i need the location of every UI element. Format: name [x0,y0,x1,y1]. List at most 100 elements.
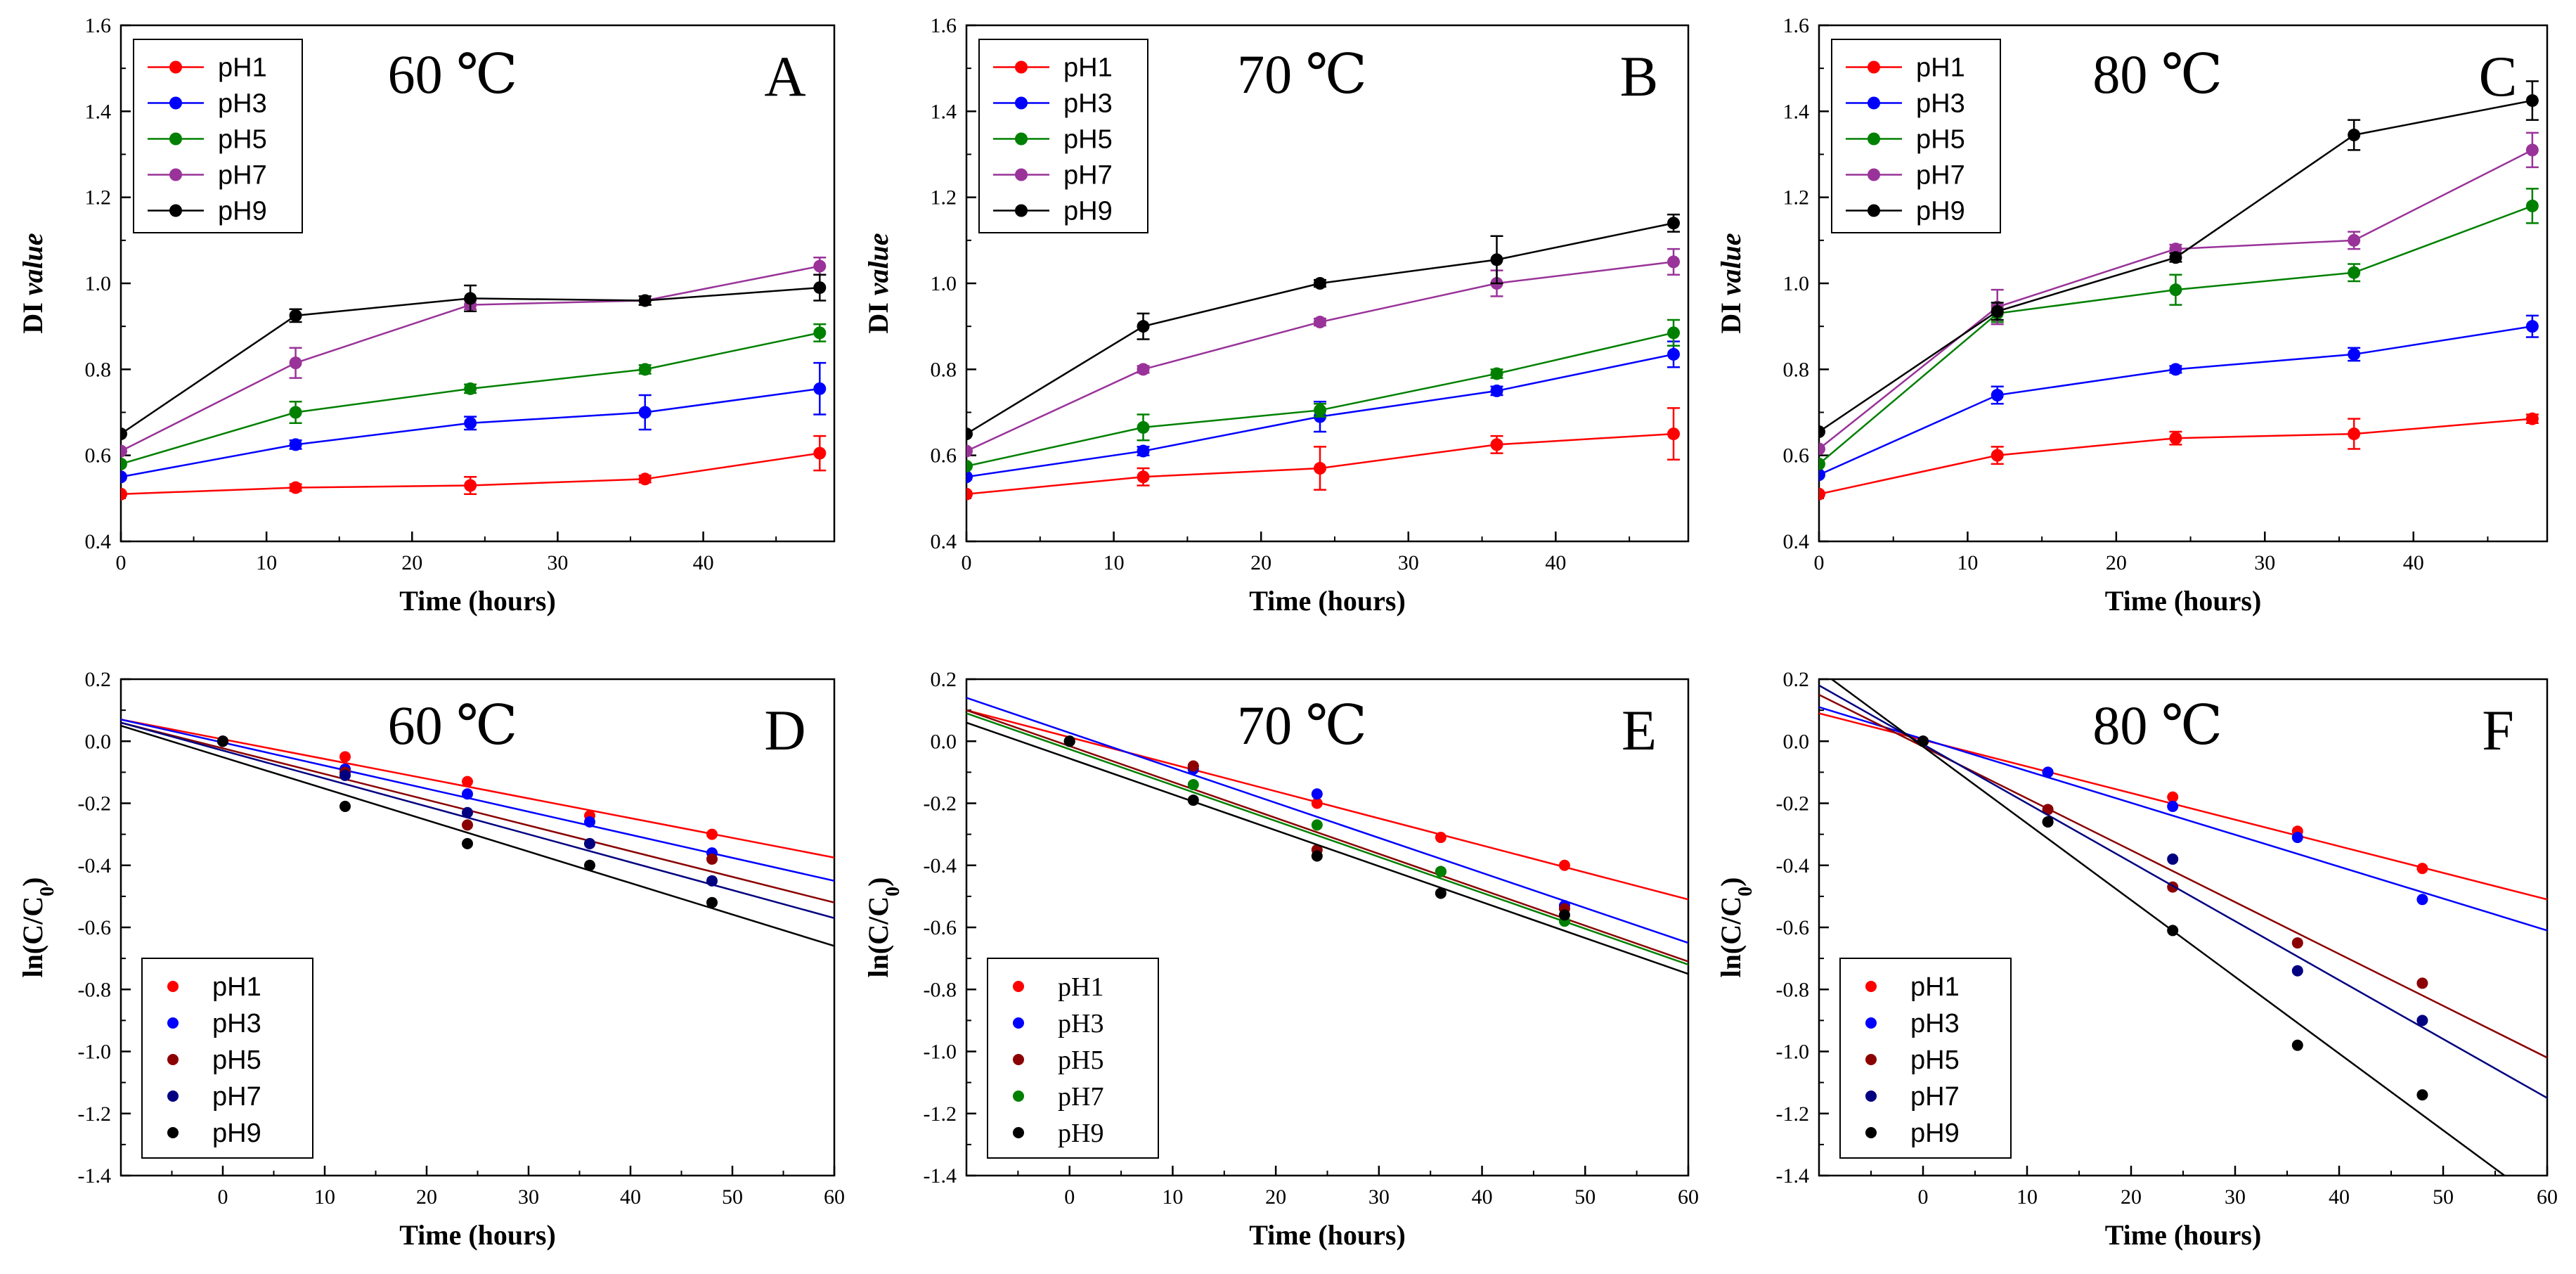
x-tick-label: 40 [1545,551,1566,574]
legend-label-ph3: pH3 [212,1009,261,1038]
legend-marker-ph3 [167,1017,179,1029]
legend-marker-ph3 [1865,1017,1877,1029]
data-point-ph5 [464,382,477,395]
y-tick-label: 0.0 [1783,730,1810,753]
y-tick-label: 1.6 [1783,14,1810,37]
x-tick-label: 30 [547,551,568,574]
legend-label-ph3: pH3 [1063,89,1113,119]
x-tick-label: 0 [116,551,127,574]
x-tick-label: 40 [620,1185,641,1209]
data-point-ph1 [339,751,351,763]
panel-letter: B [1620,44,1659,108]
x-tick-label: 20 [1265,1185,1286,1209]
data-point-ph9 [1558,909,1570,921]
legend-label-ph7: pH7 [218,161,267,191]
data-point-ph1 [2416,863,2428,875]
data-point-ph5 [1187,760,1199,772]
data-point-ph1 [1991,449,2004,462]
data-point-ph5 [2348,266,2361,279]
chart-panel-d: -1.4 -1.2 -1.0 -0.8 -0.6 -0.4 -0.2 0.0 0.2 0 10 20 3… [17,668,845,1251]
y-tick-label: 1.6 [85,14,112,37]
legend-marker-ph3 [1868,96,1880,110]
data-point-ph5 [1819,457,1825,470]
data-point-ph7 [2416,1015,2428,1027]
y-tick-label: 0.8 [85,358,112,381]
data-point-ph3 [1667,347,1681,361]
data-point-ph3 [1490,384,1503,397]
y-tick-label: -1.2 [1776,1102,1810,1126]
plot-area [121,719,834,947]
y-tick-label: 1.2 [931,186,957,210]
legend-marker-ph1 [169,60,182,74]
legend-box [1831,39,2001,233]
data-point-ph5 [289,406,302,419]
x-tick-label: 20 [401,551,422,574]
y-tick-label: 0.4 [1783,530,1810,553]
legend-box [978,39,1148,233]
y-axis-label: DI value [862,233,894,333]
series-line-ph1 [1819,418,2532,495]
y-tick-label: 0.8 [931,358,957,381]
legend-marker-ph9 [1013,1127,1024,1138]
x-tick-label: 10 [1162,1185,1183,1209]
data-point-ph1 [1490,438,1503,451]
data-point-ph5 [2291,937,2303,949]
legend-marker-ph5 [167,1054,179,1065]
legend-label-ph7: pH7 [1910,1082,1960,1112]
data-point-ph5 [1667,326,1681,340]
x-tick-label: 20 [416,1185,437,1209]
y-tick-label: 0.4 [85,530,112,553]
data-point-ph1 [706,828,718,840]
fit-line-ph3 [1819,706,2547,932]
plot-area [966,697,1688,975]
x-tick-label: 0 [1064,1185,1075,1209]
y-axis-label: DI value [17,233,48,333]
legend-marker-ph5 [1015,132,1028,146]
y-tick-label: 1.6 [931,14,957,37]
chart-panel-a: 0.4 0.6 0.8 1.0 1.2 1.4 1.6 0 10 20 30 40 Time (hour… [17,14,836,617]
x-tick-label: 30 [1368,1185,1390,1209]
fit-line-ph7 [1819,684,2547,1099]
data-point-ph1 [462,776,473,787]
data-point-ph7 [2525,143,2539,157]
legend-label-ph3: pH3 [218,89,267,119]
legend: pH1 pH3 pH5 pH7 pH9 [1831,39,2001,233]
legend-label-ph5: pH5 [1910,1045,1960,1075]
data-point-ph5 [1490,367,1503,380]
y-tick-label: 1.4 [931,100,957,123]
data-point-ph7 [1435,866,1446,877]
legend-label-ph9: pH9 [218,197,267,226]
chart-panel-b: 0.4 0.6 0.8 1.0 1.2 1.4 1.6 0 10 20 30 40 Time (hour… [862,14,1690,617]
legend-label-ph7: pH7 [1916,161,1965,191]
panel-temperature: 80 ℃ [2092,695,2222,756]
y-tick-label: 0.2 [85,668,112,691]
y-tick-label: 0.4 [931,530,957,553]
data-point-ph5 [1137,420,1150,434]
fit-line-ph7 [121,721,834,919]
legend-label-ph7: pH7 [1063,161,1113,191]
legend-label-ph1: pH1 [1058,972,1103,1002]
x-tick-label: 50 [722,1185,743,1209]
x-tick-label: 40 [2329,1185,2350,1209]
data-point-ph9 [1490,253,1503,266]
data-point-ph3 [2167,800,2179,812]
data-point-ph3 [1819,468,1825,482]
data-point-ph9 [1917,735,1929,747]
legend-marker-ph9 [1015,204,1028,217]
x-tick-label: 40 [693,551,714,574]
data-point-ph9 [121,427,127,441]
data-point-ph9 [1311,850,1323,862]
data-point-ph3 [966,470,973,484]
legend-label-ph1: pH1 [212,972,261,1002]
legend-label-ph9: pH9 [1058,1119,1103,1148]
legend-marker-ph5 [1865,1054,1877,1065]
legend-label-ph9: pH9 [1910,1119,1960,1148]
data-point-ph7 [289,356,302,370]
x-axis-label: Time (hours) [399,585,556,617]
data-point-ph3 [2169,363,2182,376]
legend-marker-ph9 [167,1127,179,1138]
y-tick-label: 1.4 [85,100,112,123]
legend: pH1 pH3 pH5 pH7 pH9 [987,958,1159,1159]
y-tick-label: -0.4 [924,854,957,877]
legend-label-ph1: pH1 [1063,53,1113,83]
